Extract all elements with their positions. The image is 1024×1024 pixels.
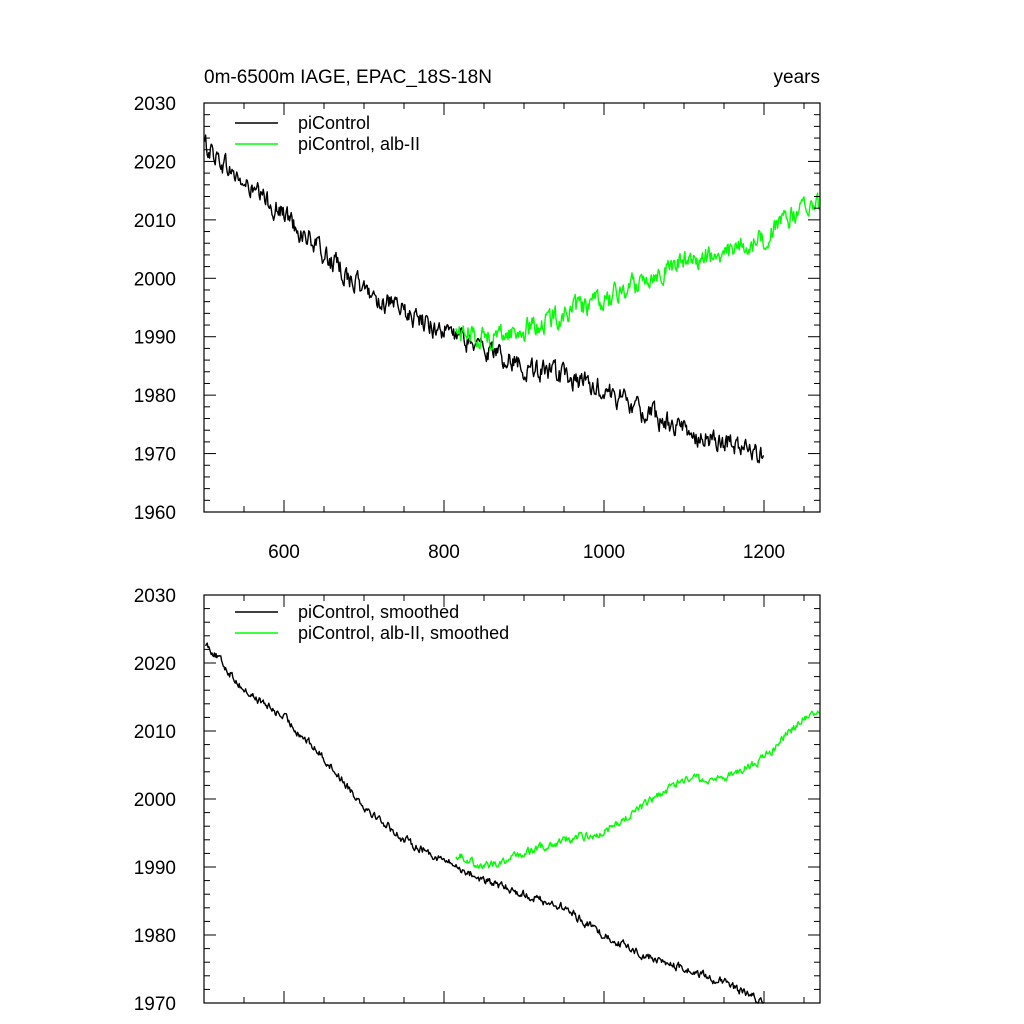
y-tick-label: 2020 <box>134 654 176 675</box>
legend-label: piControl, smoothed <box>298 602 459 622</box>
top-chart-panel: 0m-6500m IAGE, EPAC_18S-18N years 196019… <box>134 67 821 563</box>
x-tick-label: 1000 <box>583 542 625 563</box>
y-tick-label: 2000 <box>134 790 176 811</box>
y-tick-label: 1990 <box>134 858 176 879</box>
series-group <box>204 134 821 464</box>
x-tick-label: 600 <box>268 542 300 563</box>
series-line <box>204 134 765 464</box>
y-tick-label: 2010 <box>134 211 176 232</box>
series-line <box>455 710 821 869</box>
y-tick-label: 1970 <box>134 445 176 466</box>
legend-label: piControl <box>298 113 370 133</box>
series-group <box>204 642 821 1004</box>
y-tick-label: 1980 <box>134 386 176 407</box>
series-line <box>204 642 765 1004</box>
tick-labels-group: 1970 1980 1990 2000 2010 2020 2030 <box>134 586 176 1015</box>
y-tick-label: 1980 <box>134 926 176 947</box>
legend-label: piControl, alb-II, smoothed <box>298 623 509 643</box>
ticks-group <box>203 102 820 513</box>
chart-units-label: years <box>774 67 820 88</box>
y-tick-label: 1970 <box>134 994 176 1015</box>
x-tick-label: 800 <box>428 542 460 563</box>
y-tick-label: 2030 <box>134 94 176 115</box>
y-tick-label: 1990 <box>134 328 176 349</box>
plot-frame <box>203 594 821 1004</box>
y-tick-label: 2030 <box>134 586 176 607</box>
x-tick-label: 1200 <box>743 542 785 563</box>
legend-label: piControl, alb-II <box>298 134 420 154</box>
chart-title: 0m-6500m IAGE, EPAC_18S-18N <box>204 67 492 88</box>
y-tick-label: 2000 <box>134 269 176 290</box>
y-tick-label: 1960 <box>134 503 176 524</box>
y-tick-label: 2010 <box>134 722 176 743</box>
y-tick-label: 2020 <box>134 152 176 173</box>
bottom-chart-panel: 1970 1980 1990 2000 2010 2020 2030 piControl, … <box>134 586 821 1015</box>
plot-frame <box>203 102 821 513</box>
ticks-group <box>203 594 820 1004</box>
tick-labels-group: 1960 1970 1980 1990 2000 2010 2020 2030 600 800 10… <box>134 94 785 563</box>
series-line <box>455 192 821 352</box>
